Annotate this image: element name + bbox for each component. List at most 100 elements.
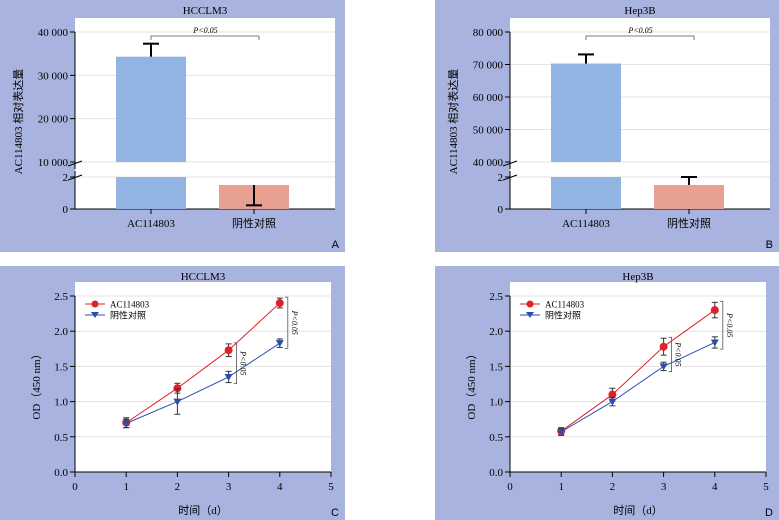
x-tick-label: 5 [328,481,334,493]
y-tick-label: 40 000 [473,157,504,169]
data-point [608,390,617,399]
data-point [608,398,617,406]
x-axis-label: 时间（d） [178,504,228,517]
y-tick-label: 80 000 [473,27,504,39]
y-tick-label: 2 [498,172,504,184]
x-tick-label: 2 [610,481,616,493]
y-tick-label: 0.0 [54,467,68,479]
x-tick-label: 4 [277,481,283,493]
y-tick-label: 50 000 [473,125,504,137]
axis-break-mark [67,160,83,167]
x-tick-label: AC114803 [127,218,175,230]
legend-marker [91,312,99,318]
y-tick-label: 0.5 [489,432,503,444]
data-point [224,346,233,355]
x-tick-label: 阴性对照 [667,216,711,230]
chart-title: Hep3B [624,5,655,17]
x-axis-label: 时间（d） [613,504,663,517]
chart-title: HCCLM3 [183,5,228,17]
panel-letter: A [332,239,340,251]
x-tick-label: 0 [72,481,78,493]
y-tick-label: 2 [63,172,69,184]
panel-letter: D [765,507,773,519]
x-tick-label: 1 [123,481,129,493]
legend-label: AC114803 [110,300,150,310]
y-tick-label: 1.0 [54,397,68,409]
x-tick-label: 3 [661,481,667,493]
legend-marker [526,312,534,318]
y-tick-label: 0.0 [489,467,503,479]
data-point [122,420,131,428]
series-line [125,302,281,424]
bar [551,63,621,162]
data-point [659,363,668,371]
y-tick-label: 2.5 [489,291,503,303]
y-tick-label: 1.5 [489,361,503,373]
y-tick-label: 10 000 [38,157,69,169]
x-tick-label: 5 [763,481,769,493]
y-tick-label: 0.5 [54,432,68,444]
y-tick-label: 1.5 [54,361,68,373]
y-tick-label: 0 [498,204,504,216]
panel-d: 0.0 0.5 1.0 1.5 2.0 2.5 0 1 2 3 4 5 AC114803 阴性对照 P<0.… [435,266,779,520]
bar [116,56,186,163]
y-axis-label: OD（450 nm） [30,348,43,419]
plot-area [510,282,766,472]
y-tick-label: 60 000 [473,92,504,104]
x-tick-label: 0 [507,481,513,493]
legend-label: 阴性对照 [545,310,581,321]
significance-bracket [233,342,237,384]
y-tick-label: 40 000 [38,27,69,39]
data-point [224,373,233,381]
chart-title: HCCLM3 [181,271,226,283]
panel-c: 0.0 0.5 1.0 1.5 2.0 2.5 0 1 2 3 4 5 AC114803 阴性对照 P<0.… [0,266,345,520]
p-value-label: P<0.05 [192,26,217,35]
significance-bracket [585,35,695,40]
y-axis-label: AC114803 相对表达量 [11,69,25,175]
p-value-label: P<0.05 [239,350,248,375]
plot-area [510,18,770,209]
x-tick-label: 2 [175,481,181,493]
y-tick-label: 2.5 [54,291,68,303]
p-value-label: P<0.05 [627,26,652,35]
series-line [126,342,281,424]
panel-letter: C [331,507,339,519]
data-point [557,428,566,436]
y-tick-label: 2.0 [54,326,68,338]
y-tick-label: 20 000 [38,114,69,126]
significance-bracket [284,296,289,349]
x-tick-label: 4 [712,481,718,493]
bar-chart-hep3b: 40 000 50 000 60 000 70 000 80 000 0 2 AC114803… [446,5,773,251]
bar [654,185,724,209]
axis-break-mark [502,160,518,167]
x-tick-label: 3 [226,481,232,493]
data-point [173,398,182,406]
data-point [275,340,284,348]
p-value-label: P<0.05 [674,341,683,366]
data-point [659,342,668,351]
plot-area [75,18,335,209]
significance-bracket [668,336,672,373]
panel-letter: B [766,239,773,251]
legend-label: 阴性对照 [110,310,146,321]
y-axis-label: AC114803 相对表达量 [446,69,460,175]
y-tick-label: 30 000 [38,70,69,82]
y-tick-label: 2.0 [489,326,503,338]
legend-marker [526,300,534,308]
data-point [710,306,719,315]
panel-a: 10 000 20 000 30 000 40 000 0 2 AC114803 阴性对照 P<… [0,0,345,252]
series-line [560,309,716,432]
panel-b: 40 000 50 000 60 000 70 000 80 000 0 2 AC114803… [435,0,779,252]
legend-marker [91,300,99,308]
y-tick-label: 1.0 [489,397,503,409]
y-axis-label: OD（450 nm） [465,348,478,419]
legend-label: AC114803 [545,300,585,310]
significance-bracket [719,300,724,350]
p-value-label: P<0.05 [725,312,734,337]
x-tick-label: 阴性对照 [232,216,276,230]
y-tick-label: 70 000 [473,60,504,72]
data-point [710,339,719,347]
series-line [560,342,716,433]
